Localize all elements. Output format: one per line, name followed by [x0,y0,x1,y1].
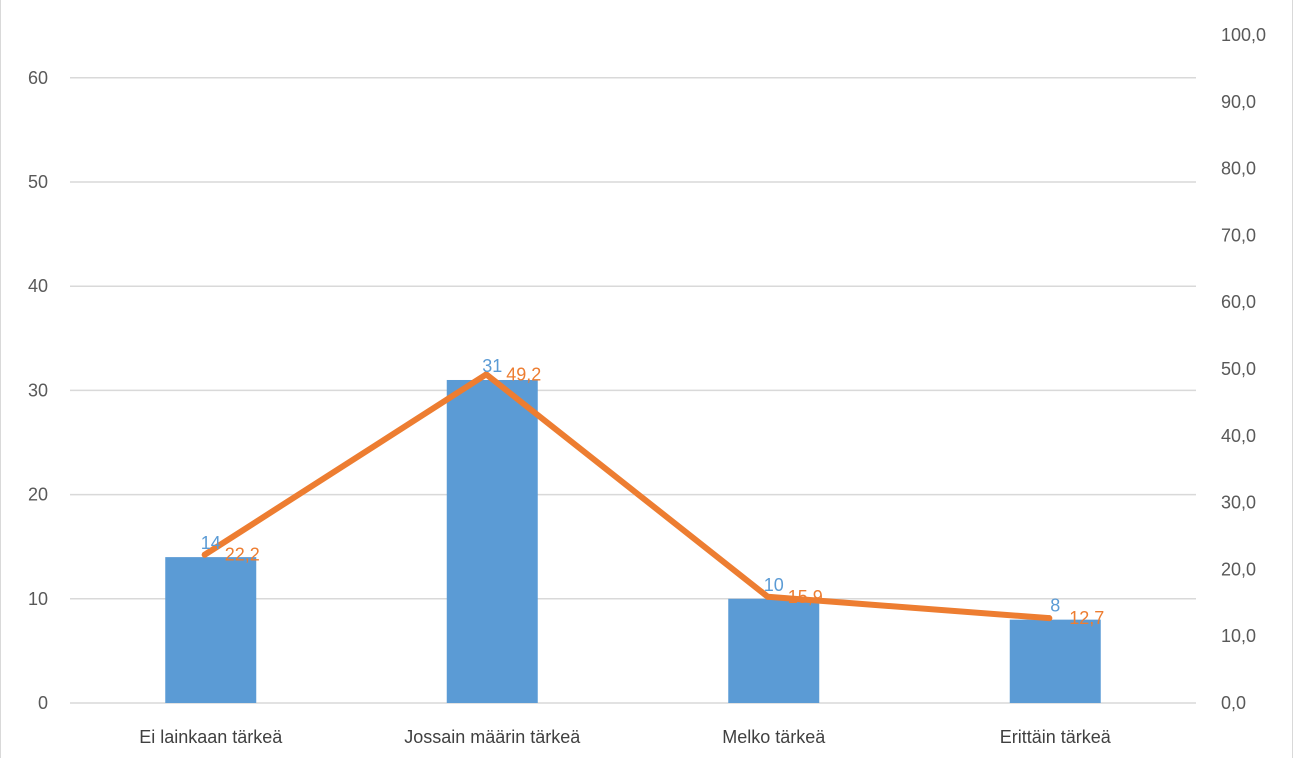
right-axis-tick-label: 10,0 [1221,626,1256,646]
line-series [201,371,1053,622]
left-axis-tick-label: 10 [28,589,48,609]
bar [1009,619,1101,703]
left-axis-tick-label: 20 [28,485,48,505]
bar-value-label: 8 [1050,596,1060,616]
line-series-path [201,371,1053,622]
right-axis-tick-label: 20,0 [1221,559,1256,579]
bar-series [165,379,1101,703]
category-axis-labels: Ei lainkaan tärkeä Jossain määrin tärkeä M… [139,727,1112,747]
category-label: Jossain määrin tärkeä [404,727,581,747]
right-axis-tick-label: 0,0 [1221,693,1246,713]
left-axis-ticks: 0 10 20 30 40 50 60 [28,68,48,713]
line-point [201,551,208,558]
left-axis-tick-label: 50 [28,172,48,192]
left-axis-tick-label: 40 [28,276,48,296]
line-point [764,593,771,600]
right-axis-tick-label: 50,0 [1221,359,1256,379]
category-label: Erittäin tärkeä [1000,727,1112,747]
right-axis-tick-label: 90,0 [1221,92,1256,112]
right-axis-tick-label: 30,0 [1221,493,1256,513]
line-value-label: 15,9 [788,587,823,607]
bar [728,598,820,703]
category-label: Ei lainkaan tärkeä [139,727,283,747]
bar-data-labels: 14 31 10 8 [201,356,1061,616]
bar-value-label: 10 [764,575,784,595]
right-axis-ticks: 0,0 10,0 20,0 30,0 40,0 50,0 60,0 70,0 80,0 90,0 1… [1221,25,1266,713]
right-axis-tick-label: 70,0 [1221,225,1256,245]
bar [446,379,538,703]
left-axis-tick-label: 30 [28,380,48,400]
line-value-label: 22,2 [225,545,260,565]
line-value-label: 49,2 [506,364,541,384]
line-value-label: 12,7 [1069,608,1104,628]
right-axis-tick-label: 60,0 [1221,292,1256,312]
right-axis-tick-label: 80,0 [1221,159,1256,179]
left-axis-tick-label: 60 [28,68,48,88]
bar-value-label: 14 [201,533,221,553]
right-axis-tick-label: 100,0 [1221,25,1266,45]
line-point [483,371,490,378]
right-axis-tick-label: 40,0 [1221,426,1256,446]
line-point [1046,615,1053,622]
category-label: Melko tärkeä [722,727,826,747]
left-axis-tick-label: 0 [38,693,48,713]
bar [165,557,257,703]
line-data-labels: 22,2 49,2 15,9 12,7 [225,364,1105,628]
bar-value-label: 31 [482,356,502,376]
